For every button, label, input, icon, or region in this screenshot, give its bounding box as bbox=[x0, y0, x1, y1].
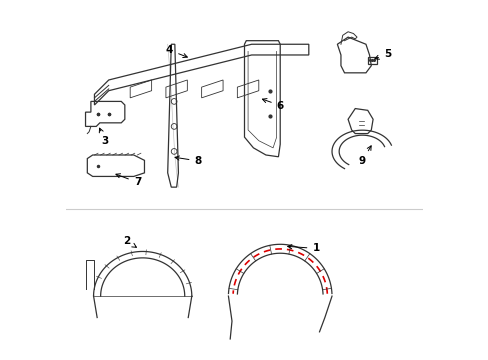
Text: 6: 6 bbox=[262, 99, 284, 111]
Text: 1: 1 bbox=[287, 243, 319, 253]
Text: 8: 8 bbox=[175, 156, 202, 166]
Text: 5: 5 bbox=[374, 49, 390, 59]
Text: 4: 4 bbox=[165, 45, 187, 58]
Text: 2: 2 bbox=[123, 236, 136, 247]
Text: 3: 3 bbox=[99, 128, 109, 146]
Text: 7: 7 bbox=[116, 174, 141, 187]
Text: 9: 9 bbox=[358, 146, 370, 166]
